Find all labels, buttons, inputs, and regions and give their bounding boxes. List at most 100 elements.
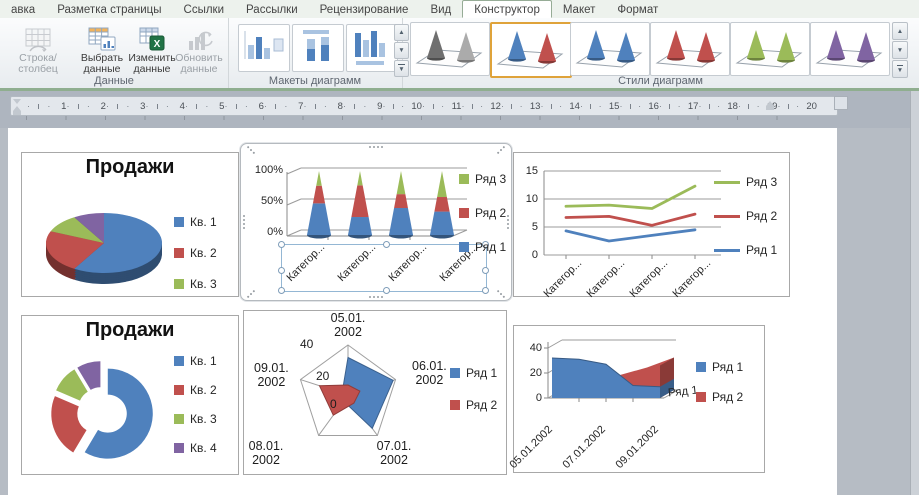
ruler-cm-cell: · · 2 [67, 97, 107, 115]
chart-area-3d[interactable]: 40 20 0 05.01.2002 07.01.2002 09.01.2002 Ряд… [508, 325, 765, 473]
selection-handle[interactable] [507, 215, 509, 229]
radar-axis-label: 07.01. 2002 [377, 439, 412, 467]
ruler-number: 13 [529, 100, 541, 112]
scroll-down-button[interactable]: ▼ [394, 42, 409, 59]
ruler-halfcm-tick [354, 103, 356, 109]
legend-label: Ряд 2 [466, 398, 498, 412]
ruler-dot: · [323, 101, 327, 111]
tab-Рассылки[interactable]: Рассылки [246, 3, 298, 16]
more-styles-button[interactable]: ▼ [892, 60, 908, 78]
legend-item: Кв. 1 [174, 215, 217, 229]
tab-Макет[interactable]: Макет [562, 3, 596, 16]
edit-data-button[interactable]: X Изменить данные [124, 20, 180, 75]
select-data-button[interactable]: Выбрать данные [74, 20, 130, 75]
ruler-number: 16 [648, 100, 659, 112]
ruler-number: 15 [608, 100, 620, 112]
legend-item: Кв. 4 [174, 441, 217, 455]
selection-handle[interactable] [369, 146, 383, 148]
horizontal-ruler[interactable]: · · 1 · · 2 · · 3 · · 4 · · 5 · · 6 · · 7 · · 8 · · 9 · · 10 · · 11 · · 12 ·… [10, 96, 838, 116]
resize-handle[interactable] [482, 241, 489, 248]
chart-style-2[interactable] [490, 22, 572, 78]
resize-handle[interactable] [482, 267, 489, 274]
ruler-dot: · [224, 101, 228, 111]
refresh-data-button: Обновить данные [172, 20, 226, 75]
chart-line-stacked[interactable]: 15 10 5 0 Категор... Категор... Категор... Кат… [513, 152, 790, 300]
legend-label: Кв. 4 [190, 441, 217, 455]
legend-label: Кв. 3 [190, 277, 217, 291]
ruler-margin [11, 97, 27, 115]
scroll-down-button[interactable]: ▼ [892, 41, 908, 59]
chart-layout-2[interactable] [292, 24, 344, 72]
page: Продажи Кв. 1 Кв. 2 Кв. 3 100% 50% 0% Катего… [8, 128, 837, 495]
chart-cone-selected[interactable]: 100% 50% 0% Категор... Категор... Категор...… [240, 143, 512, 301]
ruler-halfcm-tick [314, 103, 316, 109]
chart-style-1[interactable] [410, 22, 490, 76]
selection-handle[interactable] [369, 296, 383, 298]
chart-style-6[interactable] [810, 22, 890, 76]
ruler-number: 12 [490, 100, 501, 112]
ruler-dot: · [185, 101, 188, 111]
ruler-dot: · [519, 101, 523, 111]
tab-Формат[interactable]: Формат [617, 3, 659, 16]
chart-style-4[interactable] [650, 22, 730, 76]
cone-chart [286, 167, 468, 240]
scroll-up-button[interactable]: ▲ [892, 22, 908, 40]
tab-Вид[interactable]: Вид [430, 3, 452, 16]
tab-Рецензирование[interactable]: Рецензирование [319, 3, 409, 16]
chart-doughnut[interactable]: Продажи Кв. 1 Кв. 2 Кв. 3 Кв. 4 [21, 315, 239, 475]
category-axis-selection[interactable] [278, 241, 489, 294]
ruler-dot: · [165, 101, 169, 111]
ribbon-tab-bar: авка Разметка страницы Ссылки Рассылки Рецен… [0, 0, 919, 19]
legend-label: Ряд 1 [746, 243, 778, 257]
ruler-dot: · [738, 101, 741, 111]
ruler-toggle-button[interactable] [834, 96, 848, 110]
resize-handle[interactable] [278, 241, 285, 248]
vertical-scrollbar[interactable] [910, 91, 919, 495]
legend-marker [450, 400, 460, 410]
legend-item: Ряд 3 [714, 175, 777, 189]
chart-style-5[interactable] [730, 22, 810, 76]
handle-dot [373, 296, 375, 298]
scroll-up-button[interactable]: ▲ [394, 24, 409, 41]
ruler-dot: · [363, 101, 367, 111]
label-line: 05.01. [330, 311, 366, 325]
resize-handle[interactable] [383, 287, 390, 294]
ruler-number: 18 [727, 100, 738, 112]
button-label: данные [83, 63, 121, 75]
handle-dot [243, 215, 245, 217]
area-chart [544, 339, 679, 402]
chart-radar[interactable]: 05.01. 2002 06.01. 2002 07.01. 2002 08.01. 2002… [243, 310, 507, 475]
cone-legend: Ряд 3 Ряд 2 Ряд 1 [459, 172, 506, 254]
legend-label: Ряд 1 [712, 360, 744, 374]
label-line: 06.01. [412, 359, 447, 373]
chart-pie-3d[interactable]: Продажи Кв. 1 Кв. 2 Кв. 3 [21, 152, 239, 297]
first-line-indent-marker[interactable] [13, 99, 21, 104]
ruler-halfcm-tick [432, 103, 434, 109]
chart-style-3[interactable] [570, 22, 650, 76]
handle-dot [243, 227, 245, 229]
value-axis-label: 100% [254, 164, 283, 176]
resize-handle[interactable] [278, 287, 285, 294]
selection-handle[interactable] [243, 215, 245, 229]
legend-label: Ряд 1 [466, 366, 498, 380]
legend-label: Кв. 2 [190, 383, 217, 397]
right-indent-marker[interactable] [766, 101, 774, 110]
tab-авка[interactable]: авка [11, 3, 36, 16]
chart-layout-3[interactable] [346, 24, 398, 72]
line-chart [543, 170, 721, 259]
resize-handle[interactable] [482, 287, 489, 294]
tab-Разметка страницы[interactable]: Разметка страницы [57, 3, 162, 16]
resize-handle[interactable] [278, 267, 285, 274]
chart-layout-1[interactable] [238, 24, 290, 72]
more-styles-button[interactable]: ▼ [394, 60, 409, 77]
ruler-dot: · [27, 101, 30, 111]
ruler-dot: · [422, 101, 425, 111]
legend-label: Кв. 1 [190, 215, 217, 229]
resize-handle[interactable] [383, 241, 390, 248]
tab-Конструктор[interactable]: Конструктор [462, 0, 552, 18]
left-indent-marker[interactable] [13, 106, 21, 115]
legend-label: Ряд 2 [475, 206, 507, 220]
tab-Ссылки[interactable]: Ссылки [183, 3, 225, 16]
ruler-dot: · [145, 101, 149, 111]
